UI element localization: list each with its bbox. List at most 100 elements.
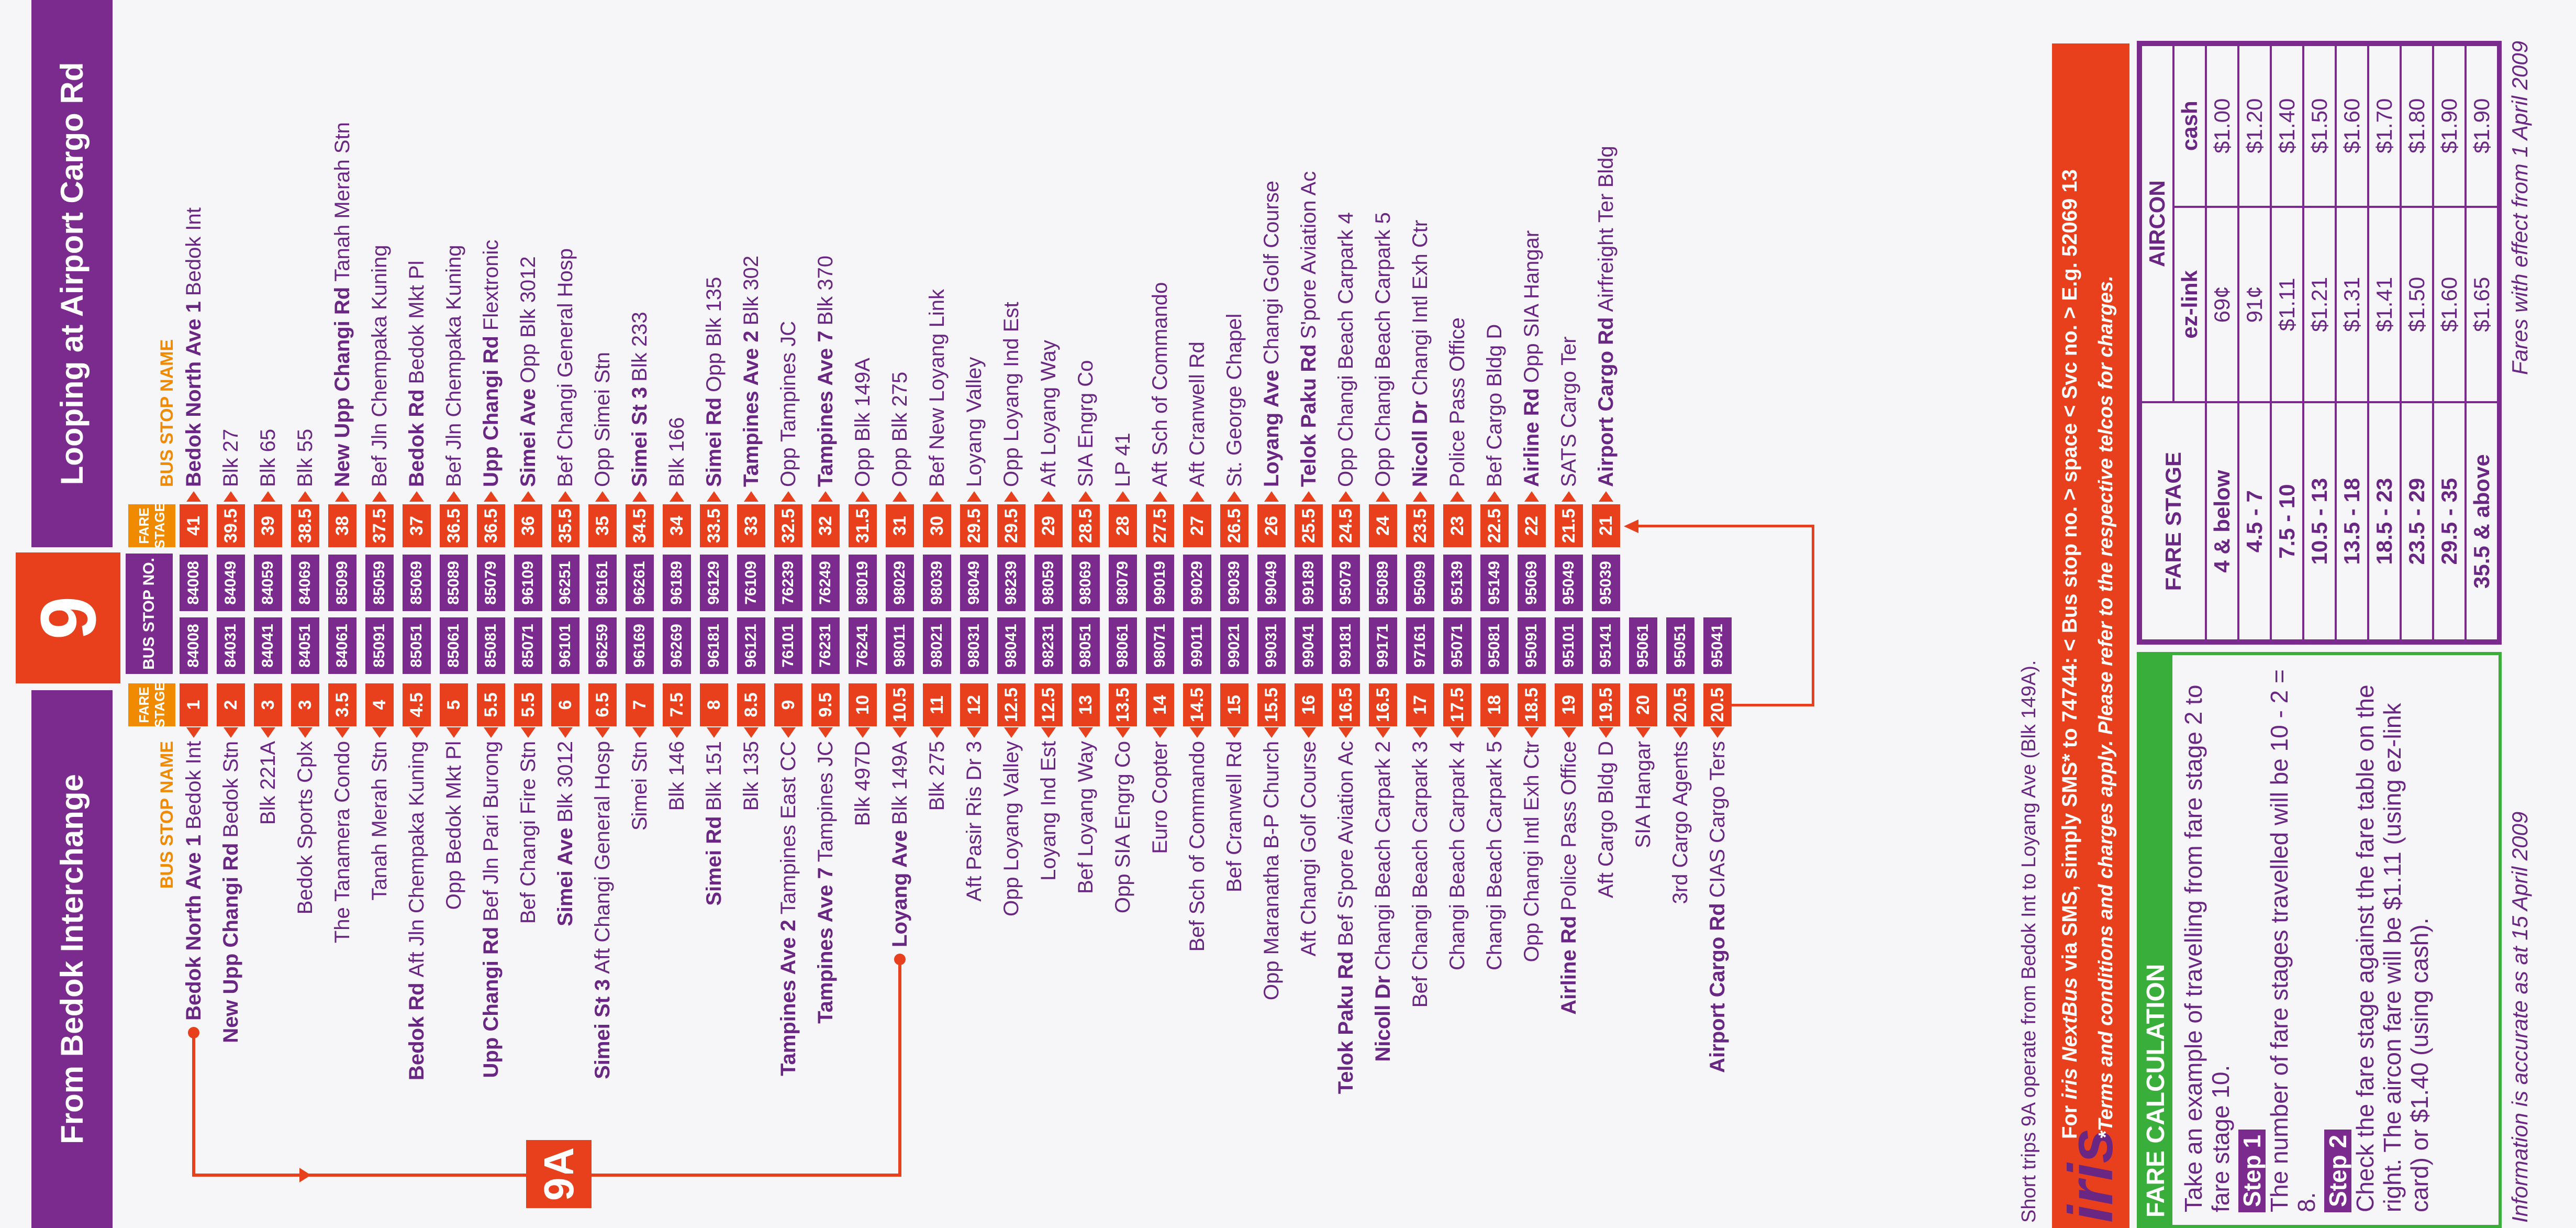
stop-label: Blk 370 <box>814 255 837 326</box>
stop-number: 84031 <box>217 617 245 674</box>
fare-stage: 32 <box>811 504 840 547</box>
stop-label: Airfreight Ter Bldg <box>1594 146 1618 312</box>
outbound-title: From Bedok Interchange <box>54 774 90 1144</box>
stage-arrow <box>521 491 536 502</box>
stop-label: Flextronic <box>479 239 503 331</box>
stop-label: Blk 65 <box>257 428 280 487</box>
fare-stage: 21 <box>1592 504 1620 547</box>
stage-arrow <box>224 491 238 502</box>
fare-stage-range: 10.5 - 13 <box>2303 402 2336 640</box>
fare-stage: 36.5 <box>477 504 505 547</box>
stop-name: Aft Changi Golf Course <box>1290 741 1328 1228</box>
route-dot <box>894 954 906 965</box>
stage-arrow <box>521 727 536 738</box>
stop-number: 98041 <box>997 617 1025 674</box>
road-name: Simei Ave <box>517 388 540 487</box>
stage-arrow <box>781 491 796 502</box>
fare-stage-range: 4.5 - 7 <box>2238 402 2271 640</box>
stage-arrow <box>707 491 721 502</box>
iris-lead: For <box>2058 1099 2081 1139</box>
stop-name: Bef Cargo Bldg D <box>1476 324 1513 487</box>
fare-calc-intro: Take an example of travelling from fare … <box>2180 684 2234 1212</box>
stop-label: Opp Changi Intl Exh Ctr <box>1520 741 1543 963</box>
stop-name: Simei Rd Opp Blk 135 <box>696 277 733 487</box>
stop-name: Blk 135 <box>733 741 770 1228</box>
stop-name: Blk 65 <box>250 429 287 487</box>
road-name: Simei St 3 <box>628 386 651 487</box>
fare-stage: 24 <box>1369 504 1397 547</box>
stop-name: Opp Changi Intl Exh Ctr <box>1513 741 1551 1228</box>
fare-stage: 15.5 <box>1257 683 1286 726</box>
stop-name: SATS Cargo Ter <box>1551 336 1588 487</box>
fare-stage: 16.5 <box>1369 683 1397 726</box>
stop-label: SIA Hangar <box>1632 741 1655 848</box>
stop-label: Tanah Merah Stn <box>368 741 391 901</box>
fare-row: 4.5 - 7 91¢ $1.20 <box>2238 45 2271 640</box>
route-number-box: 9 <box>16 552 120 683</box>
stop-number: 85051 <box>403 617 431 674</box>
fare-stage: 23 <box>1443 504 1471 547</box>
stop-name: Bef Changi General Hosp <box>547 248 584 487</box>
fare-stage: 5 <box>440 683 468 726</box>
stop-number: 98239 <box>997 555 1025 611</box>
stop-number: 97161 <box>1406 617 1434 674</box>
cash-fare: $1.90 <box>2466 45 2498 207</box>
stop-name: Tampines Ave 2 Tampines East CC <box>770 741 807 1228</box>
stop-number: 98059 <box>1034 555 1063 611</box>
stage-arrow <box>632 491 647 502</box>
stop-name: Blk 166 <box>659 417 696 487</box>
stage-arrow <box>818 491 833 502</box>
cash-fare: $1.20 <box>2238 45 2271 207</box>
stop-number: 95089 <box>1369 555 1397 611</box>
fare-row: 23.5 - 29 $1.50 $1.80 <box>2401 45 2433 640</box>
inbound-header: Looping at Airport Cargo Rd <box>31 0 113 547</box>
stage-arrow <box>186 727 201 738</box>
ezlink-fare: $1.60 <box>2433 206 2466 403</box>
stop-number: 76241 <box>849 617 877 674</box>
stop-name: Blk 221A <box>250 741 287 1228</box>
stop-name: Simei Rd Blk 151 <box>696 741 733 1228</box>
stop-name: Blk 275 <box>919 741 956 1228</box>
iris-line2: *Terms and conditions and charges apply.… <box>2095 275 2117 1139</box>
stop-label: Opp Changi Beach Carpark 5 <box>1371 212 1395 487</box>
stop-name: Airport Cargo Rd CIAS Cargo Ters <box>1699 741 1736 1228</box>
stop-name: Simei St 3 Blk 233 <box>621 312 659 487</box>
fare-stage: 36 <box>514 504 542 547</box>
fare-stage: 20.5 <box>1666 683 1694 726</box>
road-name: Bedok Rd <box>405 389 428 487</box>
road-name: Tampines Ave 2 <box>740 330 763 487</box>
cash-fare: $1.80 <box>2401 45 2433 207</box>
stop-number: 85069 <box>403 555 431 611</box>
road-name: Bedok North Ave 1 <box>182 835 205 1021</box>
stop-number: 95091 <box>1518 617 1546 674</box>
stop-number: 76239 <box>774 555 802 611</box>
stage-arrow <box>558 727 573 738</box>
stop-label: Opp Simei Stn <box>591 352 614 487</box>
stop-label: Bef Jln Chempaka Kuning <box>368 245 391 488</box>
stop-name: Aft Loyang Way <box>1030 340 1067 487</box>
fare-stage: 25.5 <box>1295 504 1323 547</box>
stop-name: Bef Jln Chempaka Kuning <box>436 245 473 488</box>
stop-label: LP 41 <box>1111 433 1134 487</box>
road-name: Telok Paku Rd <box>1334 951 1357 1094</box>
stop-label: Simei Stn <box>628 741 651 831</box>
fare-stage-range: 29.5 - 35 <box>2433 402 2466 640</box>
stage-arrow <box>1636 727 1651 738</box>
stop-label: S'pore Aviation Ac <box>1297 171 1320 339</box>
stop-name: 3rd Cargo Agents <box>1662 741 1699 1228</box>
stage-arrow <box>1524 491 1539 502</box>
cash-fare: $1.50 <box>2303 45 2336 207</box>
stop-label: Bef Cranwell Rd <box>1223 741 1246 893</box>
road-name: New Upp Changi Rd <box>219 843 242 1043</box>
stage-arrow <box>1078 727 1093 738</box>
stop-label: Blk 135 <box>740 741 763 811</box>
fare-stage: 15 <box>1220 683 1248 726</box>
stage-arrow <box>1078 491 1093 502</box>
stage-arrow <box>335 727 350 738</box>
stop-number: 99039 <box>1220 555 1248 611</box>
fare-row: 10.5 - 13 $1.21 $1.50 <box>2303 45 2336 640</box>
stop-label: Bef Changi Fire Stn <box>517 741 540 924</box>
stop-label: Opp SIA Hangar <box>1520 230 1543 383</box>
fare-stage: 23.5 <box>1406 504 1434 547</box>
stage-arrow <box>670 727 684 738</box>
